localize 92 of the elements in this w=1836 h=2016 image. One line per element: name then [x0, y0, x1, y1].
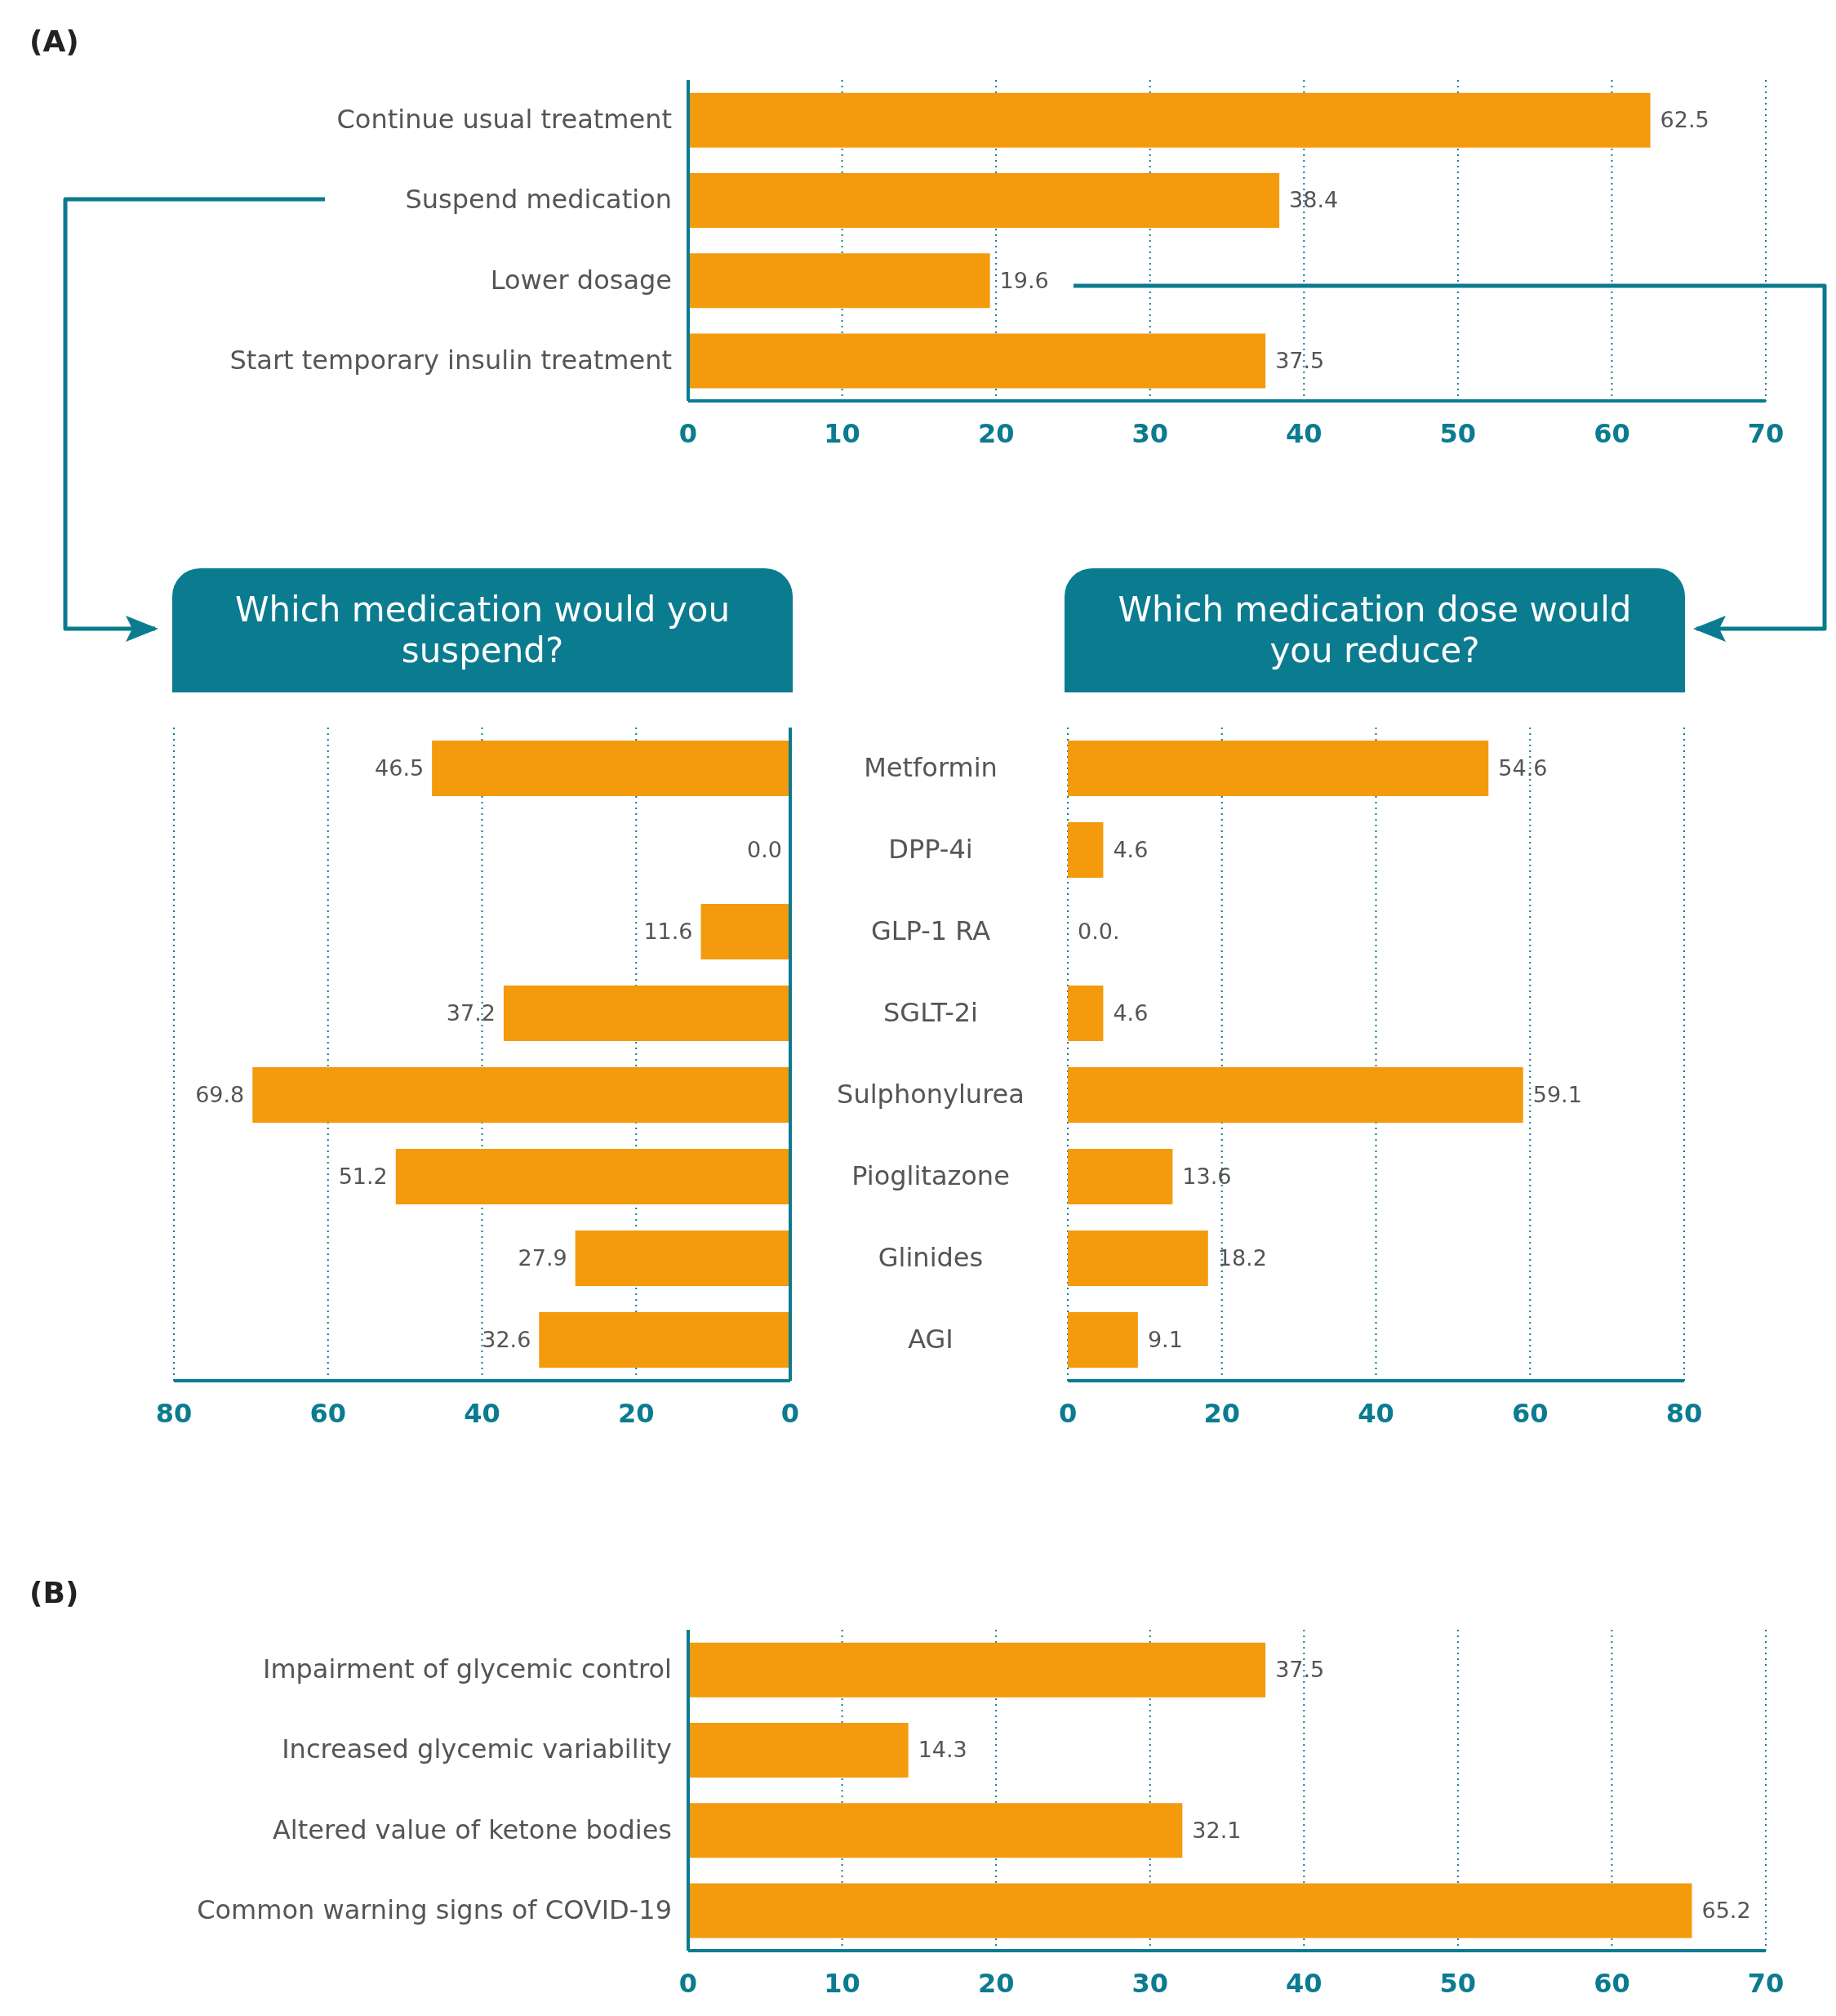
x-tick-label: 60: [1511, 1397, 1549, 1429]
data-label: 0.0: [747, 837, 782, 862]
y-tick-label: Suspend medication: [405, 184, 672, 216]
data-label: 19.6: [999, 267, 1049, 293]
data-label: 51.2: [338, 1164, 388, 1189]
y-tick-label: Increased glycemic variability: [282, 1733, 672, 1765]
x-tick-label: 0: [678, 1967, 698, 1999]
x-tick-label: 40: [1286, 417, 1323, 449]
data-label: 46.5: [375, 755, 425, 781]
bar: [1068, 986, 1104, 1041]
y-tick-label: Start temporary insulin treatment: [229, 344, 672, 376]
x-tick-label: 20: [977, 1967, 1015, 1999]
bar: [688, 1722, 909, 1778]
bar: [395, 1149, 790, 1204]
x-tick-label: 50: [1439, 417, 1477, 449]
y-tick-label: Common warning signs of COVID-19: [197, 1894, 672, 1925]
y-tick-label: DPP-4i: [888, 834, 973, 865]
y-tick-label: SGLT-2i: [883, 997, 978, 1028]
bar: [688, 92, 1651, 148]
bar: [1068, 1149, 1173, 1204]
bar: [1068, 1312, 1138, 1368]
y-tick-label: Impairment of glycemic control: [262, 1653, 672, 1685]
x-tick-label: 60: [1594, 1967, 1630, 1999]
x-tick-label: 80: [1665, 1397, 1703, 1429]
bar: [688, 1803, 1183, 1858]
x-tick-label: 0: [780, 1397, 800, 1429]
bar: [252, 1067, 790, 1123]
data-label: 27.9: [518, 1245, 567, 1271]
y-tick-label: GLP-1 RA: [870, 915, 991, 946]
data-label: 18.2: [1217, 1245, 1267, 1271]
data-label: 54.6: [1498, 755, 1548, 781]
data-label: 11.6: [643, 919, 693, 944]
bar: [432, 741, 790, 796]
bar: [688, 1883, 1692, 1938]
data-label: 0.0.: [1078, 919, 1120, 944]
y-tick-label: Continue usual treatment: [336, 104, 672, 136]
bar: [688, 1642, 1266, 1698]
data-label: 62.5: [1660, 107, 1709, 133]
bar: [1068, 822, 1104, 878]
bar: [700, 904, 790, 959]
bar: [503, 986, 790, 1041]
x-tick-label: 60: [1594, 417, 1630, 449]
x-tick-label: 40: [1358, 1397, 1394, 1429]
x-tick-label: 80: [155, 1397, 193, 1429]
bar: [539, 1312, 790, 1368]
data-label: 14.3: [918, 1737, 967, 1763]
y-tick-label: Altered value of ketone bodies: [272, 1814, 672, 1845]
data-label: 38.4: [1289, 187, 1339, 213]
data-label: 4.6: [1113, 837, 1149, 862]
bar: [1068, 1231, 1208, 1286]
y-tick-label: Sulphonylurea: [837, 1079, 1025, 1110]
data-label: 32.6: [482, 1327, 531, 1352]
data-label: 65.2: [1701, 1897, 1751, 1923]
x-tick-label: 10: [824, 1967, 860, 1999]
bar: [1068, 741, 1489, 796]
y-tick-label: Metformin: [864, 752, 998, 783]
bar: [688, 172, 1280, 228]
data-label: 37.2: [446, 1000, 496, 1026]
data-label: 32.1: [1192, 1817, 1242, 1843]
bar: [575, 1231, 790, 1286]
text: (B): [29, 1576, 79, 1609]
data-label: 4.6: [1113, 1000, 1149, 1026]
bar: [688, 253, 990, 309]
x-tick-label: 0: [1058, 1397, 1078, 1429]
x-tick-label: 70: [1747, 1967, 1785, 1999]
y-tick-label: AGI: [908, 1324, 954, 1355]
data-label: 59.1: [1532, 1082, 1582, 1107]
y-tick-label: Pioglitazone: [851, 1160, 1010, 1191]
chart-title: Which medication dose would you reduce?: [1065, 568, 1685, 692]
x-tick-label: 50: [1439, 1967, 1477, 1999]
text: (A): [29, 24, 79, 58]
data-label: 37.5: [1275, 347, 1325, 373]
x-tick-label: 30: [1131, 1967, 1168, 1999]
x-tick-label: 0: [678, 417, 698, 449]
data-label: 13.6: [1182, 1164, 1232, 1189]
x-tick-label: 40: [1286, 1967, 1323, 1999]
x-tick-label: 20: [977, 417, 1015, 449]
bar: [688, 333, 1266, 389]
x-tick-label: 30: [1131, 417, 1168, 449]
x-tick-label: 10: [824, 417, 860, 449]
chart-title: Which medication would you suspend?: [172, 568, 793, 692]
x-tick-label: 40: [464, 1397, 500, 1429]
y-tick-label: Glinides: [878, 1242, 984, 1273]
x-tick-label: 70: [1747, 417, 1785, 449]
y-tick-label: Lower dosage: [490, 264, 672, 296]
data-label: 69.8: [195, 1082, 245, 1107]
data-label: 37.5: [1275, 1657, 1325, 1683]
x-tick-label: 60: [309, 1397, 347, 1429]
x-tick-label: 20: [1203, 1397, 1241, 1429]
bar: [1068, 1067, 1523, 1123]
x-tick-label: 20: [617, 1397, 655, 1429]
data-label: 9.1: [1147, 1327, 1183, 1352]
